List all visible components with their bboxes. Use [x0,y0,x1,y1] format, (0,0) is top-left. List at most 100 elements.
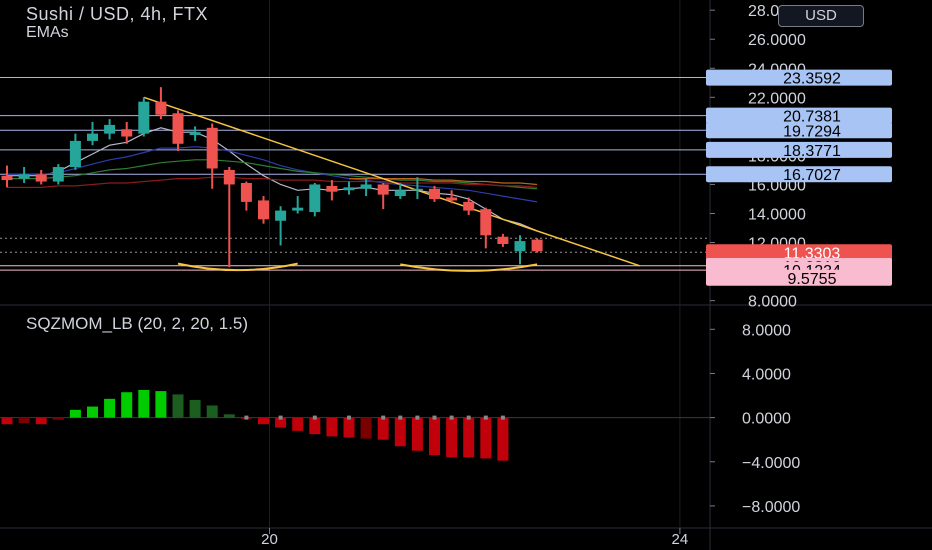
candle-body [155,101,167,115]
histogram-bar [1,417,13,425]
histogram-bar [138,390,150,418]
squeeze-dot [466,415,471,420]
histogram-bar [377,417,389,440]
candle-body [69,140,81,168]
price-tick-label: 26.0000 [748,32,806,49]
histogram-bar [309,417,321,435]
squeeze-dot [398,415,403,420]
histogram-bar [446,417,458,458]
histogram-bar [360,417,372,439]
price-label-box [706,141,892,158]
ema-line [349,178,538,186]
x-tick-label: 20 [261,531,278,548]
candle-body [18,174,30,179]
candle-body [258,200,269,220]
trendline [143,96,640,267]
price-label-box [706,269,892,286]
squeeze-dot [500,415,505,420]
squeeze-dot [381,415,386,420]
candle-body [514,241,526,252]
squeeze-dot [415,415,420,420]
histogram-bar [258,417,269,425]
price-label-box [706,107,892,124]
histogram-bar [411,417,423,451]
candle-body [429,188,440,199]
ema-line [7,159,538,190]
candle-body [394,190,406,197]
rounded-bottom-arc [177,262,298,272]
candle-body [309,184,321,213]
candle-body [292,207,304,211]
candle-body [206,127,218,169]
candle-body [480,209,492,236]
oscillator-tick-label: −8.0000 [742,499,800,516]
x-tick-label: 24 [672,531,689,548]
candle-body [411,188,423,191]
candle-body [531,239,543,252]
squeeze-dot [312,415,317,420]
price-label-text: 19.7294 [783,123,841,140]
candle-body [138,101,150,134]
oscillator-tick-label: 4.0000 [742,366,791,383]
candle-body [377,184,389,195]
price-tick-label: 8.0000 [748,294,797,311]
candle-body [121,129,133,137]
candle-body [52,167,64,182]
histogram-bar [189,399,201,418]
candle-body [446,197,458,201]
price-label-text: 23.3592 [783,71,841,88]
squeeze-dot [483,415,488,420]
candle-body [463,201,475,211]
oscillator-tick-label: −4.0000 [742,455,800,472]
oscillator-tick-label: 0.0000 [742,411,791,428]
histogram-bar [480,417,492,459]
histogram-bar [121,392,133,418]
rounded-bottom-arc [400,263,538,272]
candle-body [172,113,184,144]
ema-line [7,127,538,232]
histogram-bar [463,417,475,458]
currency-button[interactable]: USD [778,5,864,27]
candle-body [35,174,47,182]
oscillator-tick-label: 8.0000 [742,322,791,339]
chart-title: Sushi / USD, 4h, FTX [26,4,209,24]
squeeze-dot [278,415,283,420]
histogram-bar [87,406,98,418]
indicator-label-emas: EMAs [26,24,69,41]
histogram-bar [172,394,184,418]
candle-body [189,132,201,136]
squeeze-dot [449,415,454,420]
candle-body [360,184,372,189]
histogram-bar [52,417,64,420]
oscillator-title: SQZMOM_LB (20, 2, 20, 1.5) [26,314,249,333]
histogram-bar [326,417,338,437]
squeeze-dot [244,415,249,420]
histogram-bar [206,405,218,418]
candle-body [275,210,287,221]
price-tick-label: 22.0000 [748,90,806,107]
histogram-bar [394,417,406,447]
candle-body [223,169,235,185]
histogram-bar [155,391,167,418]
candle-body [497,236,509,244]
histogram-bar [343,417,355,438]
candle-body [343,187,355,191]
price-label-box [706,69,892,86]
candle-body [104,124,116,134]
candle-body [326,185,338,192]
candle-body [87,133,98,141]
histogram-bar [292,417,304,431]
histogram-bar [35,417,47,425]
squeeze-dot [347,415,351,420]
histogram-bar [497,417,509,461]
ema-line [7,176,538,188]
histogram-bar [69,409,81,418]
price-label-text: 18.3771 [783,143,841,160]
price-label-text: 16.7027 [783,167,841,184]
price-label-text: 9.5755 [788,271,837,288]
histogram-bar [104,398,116,418]
price-label-text: 11.3303 [784,245,841,262]
price-tick-label: 14.0000 [748,207,806,224]
histogram-bar [429,417,440,456]
